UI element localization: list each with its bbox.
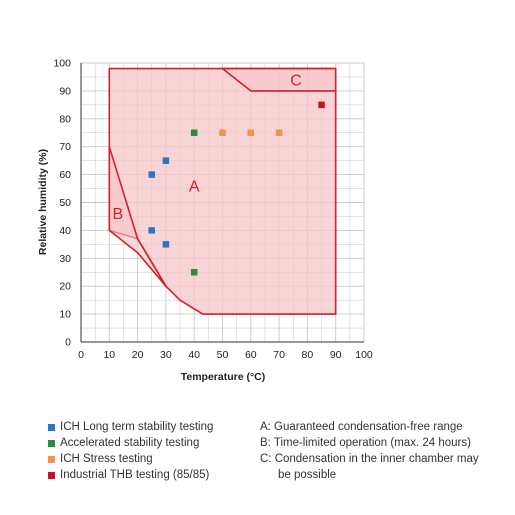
y-tick-label: 30 bbox=[59, 253, 71, 265]
data-point bbox=[247, 129, 255, 136]
legend-item: Industrial THB testing (85/85) bbox=[48, 467, 213, 483]
note-c: C: Condensation in the inner chamber may bbox=[260, 453, 479, 465]
series-legend: ICH Long term stability testing Accelera… bbox=[48, 419, 213, 483]
data-points bbox=[148, 101, 325, 276]
legend-label: Accelerated stability testing bbox=[60, 437, 200, 449]
y-tick-label: 70 bbox=[59, 141, 71, 153]
note-b: B: Time-limited operation (max. 24 hours… bbox=[260, 437, 471, 449]
tick-labels: 0 10 20 30 40 50 60 70 80 90 100 0 10 20 30 40 50 60 70 80 9… bbox=[53, 58, 372, 362]
data-point bbox=[318, 101, 325, 109]
x-tick-label: 90 bbox=[330, 349, 342, 361]
y-tick-label: 0 bbox=[65, 337, 71, 349]
y-tick-label: 90 bbox=[59, 85, 71, 97]
regions bbox=[108, 67, 337, 315]
x-tick-label: 0 bbox=[78, 349, 84, 361]
x-tick-label: 10 bbox=[103, 349, 115, 361]
y-tick-label: 20 bbox=[59, 281, 71, 293]
y-tick-label: 40 bbox=[59, 225, 71, 237]
x-tick-label: 80 bbox=[302, 349, 314, 361]
x-tick-label: 100 bbox=[355, 349, 373, 361]
y-tick-label: 50 bbox=[59, 197, 71, 209]
y-axis-title: Relative humidity (%) bbox=[37, 149, 49, 255]
y-tick-label: 100 bbox=[53, 58, 71, 70]
data-point bbox=[162, 241, 170, 248]
data-point bbox=[190, 129, 198, 136]
x-tick-label: 50 bbox=[217, 349, 229, 361]
region-notes: A: Guaranteed condensation-free range B:… bbox=[260, 419, 479, 483]
legend-item: ICH Stress testing bbox=[48, 451, 213, 467]
legend-item: Accelerated stability testing bbox=[48, 435, 213, 451]
data-point bbox=[148, 227, 155, 234]
x-tick-label: 30 bbox=[160, 349, 172, 361]
axes bbox=[80, 63, 364, 343]
x-tick-label: 60 bbox=[245, 349, 257, 361]
region-b bbox=[108, 145, 167, 288]
humidity-temperature-chart: 0 10 20 30 40 50 60 70 80 90 100 0 10 20 30 40 50 60 70 80 9… bbox=[37, 58, 373, 384]
legend-swatch bbox=[48, 455, 55, 463]
data-point bbox=[162, 157, 170, 164]
y-tick-label: 60 bbox=[59, 169, 71, 181]
region-label-a: A bbox=[189, 178, 200, 195]
x-tick-label: 40 bbox=[188, 349, 200, 361]
note-c-continued: be possible bbox=[278, 469, 337, 481]
y-tick-label: 10 bbox=[59, 309, 71, 321]
x-tick-label: 70 bbox=[273, 349, 285, 361]
y-tick-label: 80 bbox=[59, 113, 71, 125]
data-point bbox=[148, 171, 155, 178]
data-point bbox=[219, 129, 226, 136]
legend-swatch bbox=[48, 439, 55, 447]
data-point bbox=[275, 129, 283, 136]
region-a bbox=[108, 67, 337, 315]
legend-swatch bbox=[48, 423, 55, 431]
legend-label: ICH Long term stability testing bbox=[60, 421, 214, 433]
note-a: A: Guaranteed condensation-free range bbox=[260, 421, 463, 433]
data-point bbox=[190, 269, 198, 276]
x-axis-title: Temperature (°C) bbox=[181, 371, 266, 383]
region-labels: A B C bbox=[112, 72, 301, 223]
region-label-c: C bbox=[290, 72, 302, 89]
x-tick-label: 20 bbox=[132, 349, 144, 361]
legend-label: ICH Stress testing bbox=[60, 453, 153, 465]
region-c bbox=[221, 67, 337, 92]
region-label-b: B bbox=[112, 206, 123, 223]
legend-label: Industrial THB testing (85/85) bbox=[60, 469, 210, 481]
legend-item: ICH Long term stability testing bbox=[48, 419, 213, 435]
legend-swatch bbox=[48, 471, 55, 479]
